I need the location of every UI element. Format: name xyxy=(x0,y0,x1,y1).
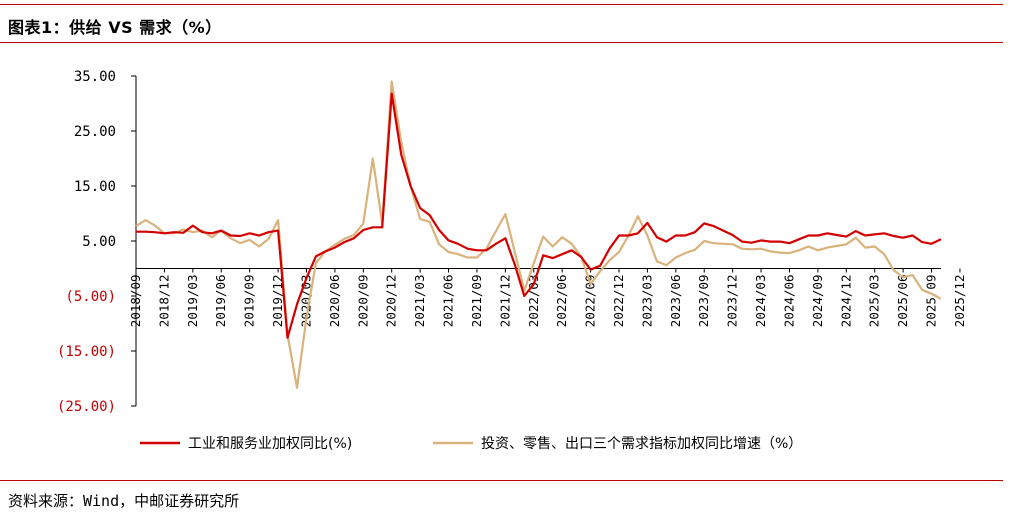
title-rule xyxy=(0,42,1003,43)
x-tick-label: 2021/12 xyxy=(497,274,512,327)
x-tick-label: 2019/06 xyxy=(213,275,228,328)
figure-title: 图表1：供给 VS 需求（%） xyxy=(8,18,222,37)
y-tick-label: (15.00) xyxy=(57,344,116,360)
top-rule xyxy=(0,4,1003,5)
series-line-industry-services xyxy=(136,92,942,339)
x-tick-label: 2019/09 xyxy=(242,275,257,328)
y-tick-label: (25.00) xyxy=(57,399,116,415)
line-chart: 35.00 25.00 15.00 5.00 (5.00) (15.00) (25.00) 2… xyxy=(57,69,967,452)
x-tick-label: 2023/06 xyxy=(668,275,683,328)
x-tick-label: 2025/06 xyxy=(895,275,910,328)
bottom-rule xyxy=(0,480,1003,481)
x-tick-label: 2025/03 xyxy=(867,275,882,328)
x-tick-label: 2022/12 xyxy=(611,275,626,328)
x-tick-label: 2020/06 xyxy=(327,275,342,328)
x-tick-label: 2022/06 xyxy=(554,275,569,328)
y-tick-label: 25.00 xyxy=(74,124,116,140)
x-tick-label: 2024/12 xyxy=(838,275,853,328)
x-tick-label: 2023/03 xyxy=(639,275,654,328)
x-tick-label: 2019/03 xyxy=(185,275,200,328)
source-note: 资料来源：Wind，中邮证券研究所 xyxy=(8,492,240,510)
legend-item-demand-indicators-label: 投资、零售、出口三个需求指标加权同比增速（%） xyxy=(481,436,802,452)
x-tick-label: 2025/09 xyxy=(924,275,939,328)
y-tick-label: 35.00 xyxy=(74,69,116,85)
x-tick-label: 2021/03 xyxy=(412,275,427,328)
y-tick-label: (5.00) xyxy=(65,289,116,305)
x-tick-label: 2023/12 xyxy=(725,275,740,328)
x-tick-label: 2022/09 xyxy=(583,275,598,328)
x-tick-label: 2021/06 xyxy=(441,275,456,328)
x-tick-label: 2018/09 xyxy=(128,275,143,328)
y-tick-label: 15.00 xyxy=(74,179,116,195)
x-tick-label: 2025/12 xyxy=(952,275,967,328)
x-tick-label: 2024/09 xyxy=(810,275,825,328)
x-tick-label: 2020/09 xyxy=(355,275,370,328)
x-tick-label: 2018/12 xyxy=(156,275,171,328)
x-tick-label: 2024/03 xyxy=(753,275,768,328)
x-tick-label: 2024/06 xyxy=(781,275,796,328)
y-tick-label: 5.00 xyxy=(82,234,116,250)
x-tick-label: 2020/12 xyxy=(384,275,399,328)
x-tick-label: 2023/09 xyxy=(696,275,711,328)
legend-item-industry-services-label: 工业和服务业加权同比(%) xyxy=(188,436,352,452)
series-line-demand-indicators xyxy=(135,80,942,389)
x-tick-label: 2021/09 xyxy=(469,275,484,328)
x-tick-label: 2019/12 xyxy=(270,275,285,328)
